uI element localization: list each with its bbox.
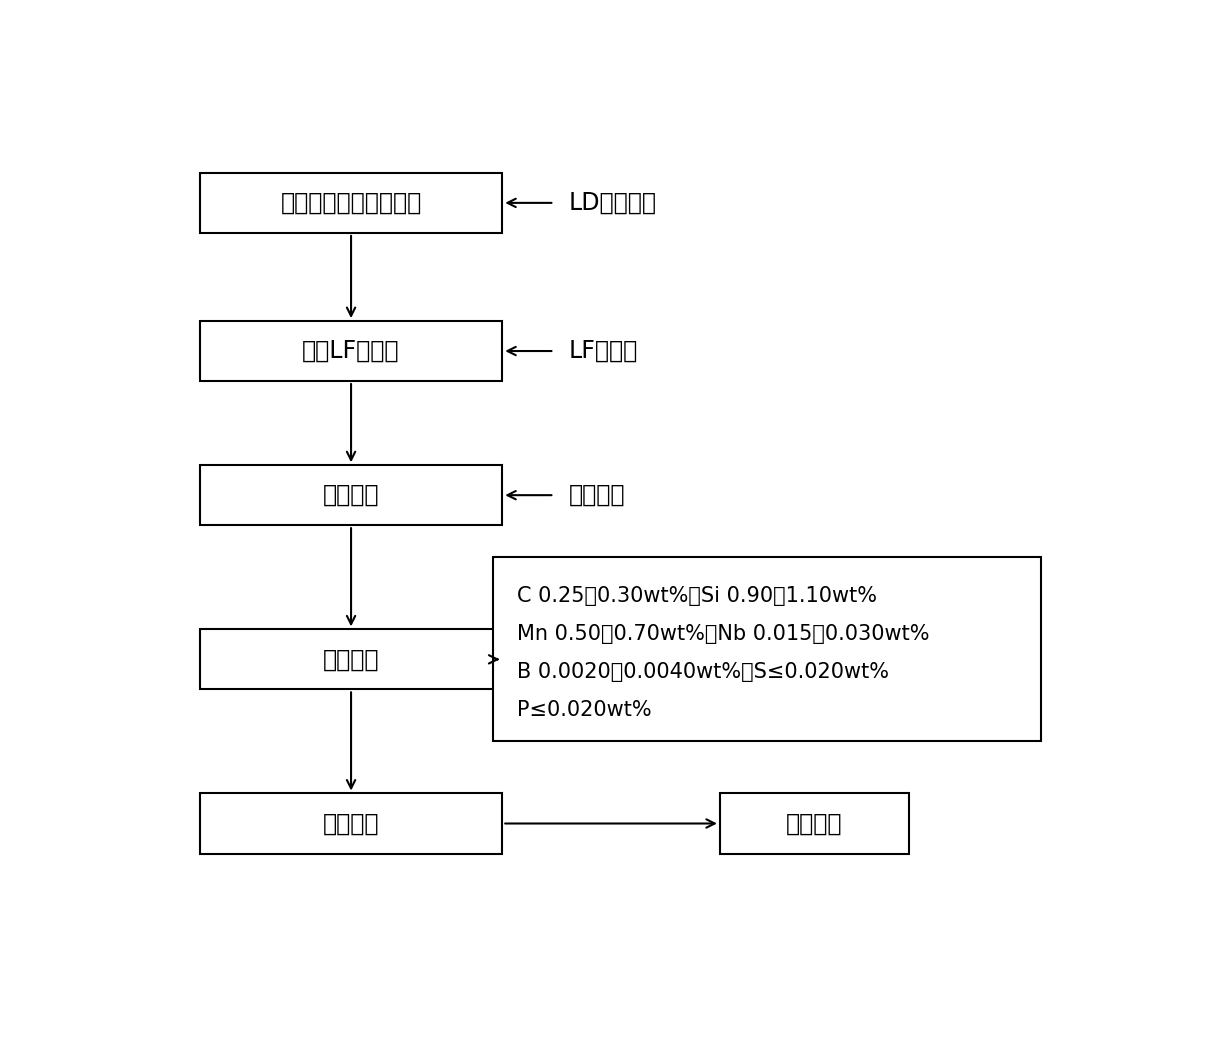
Text: 钢水冶炼及脱氧合金化: 钢水冶炼及脱氧合金化 xyxy=(281,191,422,215)
Bar xyxy=(200,321,503,381)
Bar xyxy=(200,465,503,525)
Bar xyxy=(720,794,909,854)
Text: 控轧控冷: 控轧控冷 xyxy=(323,811,379,835)
Text: LF炉精炼: LF炉精炼 xyxy=(569,339,638,363)
Bar xyxy=(200,794,503,854)
Text: 钢水LF炉精炼: 钢水LF炉精炼 xyxy=(303,339,400,363)
Text: P≤0.020wt%: P≤0.020wt% xyxy=(516,700,651,721)
Text: 钢坯加热: 钢坯加热 xyxy=(323,647,379,672)
Text: B 0.0020～0.0040wt%；S≤0.020wt%: B 0.0020～0.0040wt%；S≤0.020wt% xyxy=(516,662,888,682)
Bar xyxy=(200,629,503,690)
Text: 方坯铸机: 方坯铸机 xyxy=(569,484,625,508)
Text: LD转炉冶炼: LD转炉冶炼 xyxy=(569,191,656,215)
Text: C 0.25～0.30wt%；Si 0.90～1.10wt%: C 0.25～0.30wt%；Si 0.90～1.10wt% xyxy=(516,587,876,606)
Bar xyxy=(493,557,1042,742)
Bar xyxy=(200,173,503,233)
Text: Mn 0.50～0.70wt%；Nb 0.015～0.030wt%: Mn 0.50～0.70wt%；Nb 0.015～0.030wt% xyxy=(516,624,928,645)
Text: 钢水浇铸: 钢水浇铸 xyxy=(323,484,379,508)
Text: 成品轧件: 成品轧件 xyxy=(786,811,843,835)
